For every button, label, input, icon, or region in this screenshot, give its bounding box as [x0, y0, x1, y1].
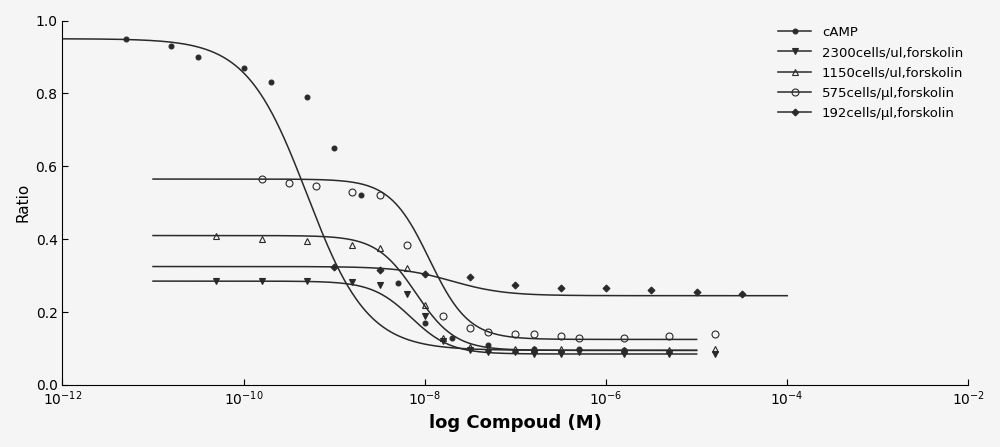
- Legend: cAMP, 2300cells/ul,forskolin, 1150cells/ul,forskolin, 575cells/μl,forskolin, 192: cAMP, 2300cells/ul,forskolin, 1150cells/…: [773, 21, 968, 125]
- Y-axis label: Ratio: Ratio: [15, 183, 30, 222]
- X-axis label: log Compoud (M): log Compoud (M): [429, 414, 602, 432]
